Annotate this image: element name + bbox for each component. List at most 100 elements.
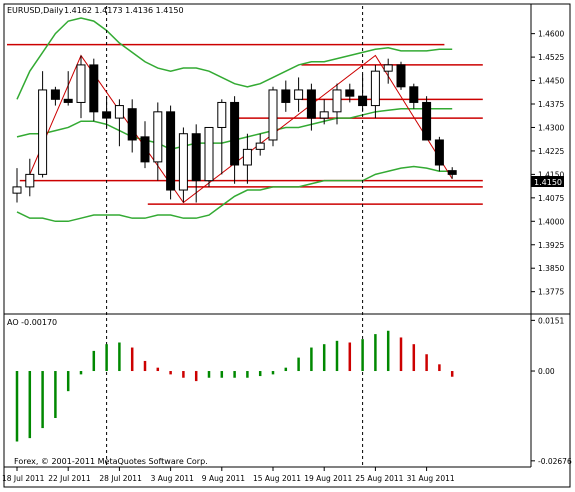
ao-histogram (15, 330, 454, 442)
candle-body-bull (242, 148, 252, 166)
candle-body-bear (127, 108, 137, 141)
candle-body-bull (76, 64, 86, 103)
date-tick-label: 31 Aug 2011 (407, 474, 455, 483)
candle-body-bear (50, 89, 60, 100)
candle-body-bull (12, 186, 22, 194)
candle (178, 127, 188, 203)
candle (140, 121, 150, 169)
symbol-label: EURUSD,Daily (7, 6, 64, 15)
candle (153, 102, 163, 181)
candle (255, 133, 265, 156)
ao-tick-label: -0.02676 (538, 457, 572, 466)
candle-body-bear (447, 170, 457, 175)
candle-body-bear (166, 111, 176, 191)
candle-body-bear (345, 89, 355, 97)
candle (281, 80, 291, 112)
candles (12, 55, 457, 203)
candle (242, 133, 252, 184)
price-tick-label: 1.4150 (538, 170, 564, 179)
candle-body-bear (191, 133, 201, 182)
price-tick-label: 1.4000 (538, 217, 564, 226)
candle (12, 168, 22, 203)
candle-body-bull (178, 133, 188, 191)
candle (217, 99, 227, 175)
price-tick-label: 1.4075 (538, 194, 564, 203)
candle (204, 126, 214, 187)
candle (370, 64, 380, 119)
candle (76, 55, 86, 119)
price-tick-label: 1.3850 (538, 264, 564, 273)
last-price-marker (531, 176, 564, 187)
candle (50, 86, 60, 106)
candle (268, 86, 278, 147)
candle-body-bear (281, 89, 291, 103)
candle-body-bear (102, 111, 112, 119)
price-tick-label: 1.4225 (538, 147, 564, 156)
date-tick-label: 9 Aug 2011 (202, 474, 245, 483)
candle (332, 83, 342, 125)
candle-body-bull (268, 89, 278, 141)
candle (166, 105, 176, 200)
date-tick-label: 15 Aug 2011 (253, 474, 301, 483)
ao-label: AO -0.00170 (7, 318, 57, 327)
candle-body-bull (217, 101, 227, 128)
candle (383, 58, 393, 84)
date-tick-label: 22 Jul 2011 (48, 474, 91, 483)
candle (191, 124, 201, 203)
date-tick-label: 25 Aug 2011 (355, 474, 403, 483)
candle-body-bull (370, 70, 380, 107)
candle (89, 58, 99, 122)
price-axis: 1.4600 1.4525 1.4450 1.4375 1.4300 1.4225 1.41… (531, 30, 564, 297)
candle-body-bull (153, 111, 163, 163)
candle (434, 136, 444, 172)
candle-body-bull (204, 126, 214, 182)
ao-tick-label: 0.0151 (538, 316, 564, 325)
candle (127, 99, 137, 153)
candle-body-bear (422, 101, 432, 141)
ohlc-header: 1.4162 1.4173 1.4136 1.4150 (64, 6, 184, 15)
candle-body-bull (25, 173, 35, 188)
price-tick-label: 1.4300 (538, 123, 564, 132)
bollinger-upper (16, 17, 453, 100)
price-tick-label: 1.3925 (538, 241, 564, 250)
candle-body-bull (255, 142, 265, 150)
candle (63, 71, 73, 106)
candle-body-bull (383, 64, 393, 72)
candle (102, 96, 112, 128)
bollinger-lower (16, 165, 453, 223)
candle (345, 83, 355, 103)
candle (114, 99, 124, 147)
price-tick-label: 1.3775 (538, 288, 564, 297)
date-tick-label: 28 Jul 2011 (99, 474, 142, 483)
candle (409, 83, 419, 109)
date-tick-label: 19 Aug 2011 (304, 474, 352, 483)
date-tick-label: 18 Jul 2011 (2, 474, 45, 483)
candle (319, 99, 329, 125)
candle (294, 77, 304, 112)
candle-body-bear (63, 98, 73, 103)
candle (447, 167, 457, 179)
candle-body-bear (434, 139, 444, 166)
candle-body-bear (89, 64, 99, 113)
last-price-label: 1.4150 (534, 178, 562, 187)
candle (230, 96, 240, 184)
copyright-text: Forex, © 2001-2011 MetaQuotes Software C… (14, 457, 208, 466)
price-tick-label: 1.4600 (538, 30, 564, 39)
candle-body-bear (230, 101, 240, 166)
ao-tick-label: 0.00 (538, 367, 555, 376)
price-tick-label: 1.4525 (538, 53, 564, 62)
candle-body-bull (332, 89, 342, 113)
chart-frame (3, 3, 571, 488)
candle (422, 96, 432, 141)
date-axis: 18 Jul 2011 22 Jul 2011 28 Jul 2011 3 Aug 2… (2, 467, 455, 483)
price-tick-label: 1.4450 (538, 77, 564, 86)
candle-body-bull (38, 89, 48, 175)
candle-body-bull (294, 89, 304, 100)
candle (396, 61, 406, 90)
candle-body-bull (114, 105, 124, 119)
candle (358, 74, 368, 112)
candle (38, 71, 48, 178)
candle-body-bear (140, 136, 150, 163)
date-tick-label: 3 Aug 2011 (151, 474, 194, 483)
